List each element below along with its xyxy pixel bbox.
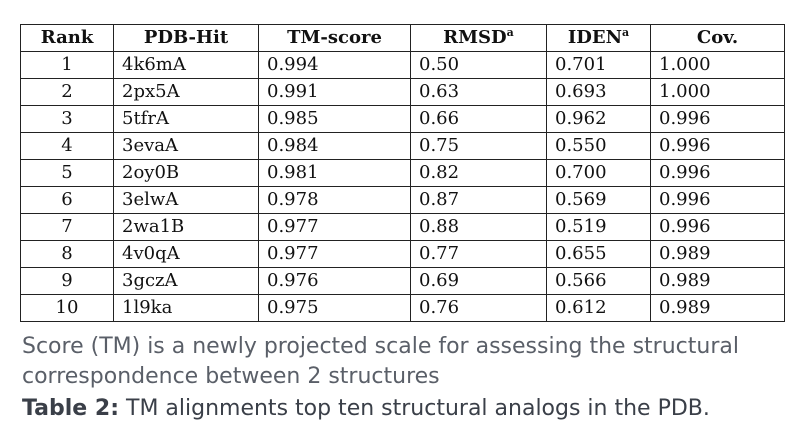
- cell-coverage: 0.996: [650, 159, 785, 187]
- cell-tm-score: 0.981: [258, 159, 411, 187]
- header-row: Rank PDB-Hit TM-score RMSDa IDENa Cov.: [20, 24, 785, 52]
- header-rank: Rank: [20, 24, 114, 52]
- cell-rmsd: 0.77: [410, 240, 547, 268]
- cell-iden: 0.569: [546, 186, 651, 214]
- cell-tm-score: 0.978: [258, 186, 411, 214]
- cell-iden: 0.701: [546, 51, 651, 79]
- cell-coverage: 0.996: [650, 132, 785, 160]
- cell-rmsd: 0.76: [410, 294, 547, 322]
- cell-rank: 7: [20, 213, 114, 241]
- table-row: 5 2oy0B 0.981 0.82 0.700 0.996: [20, 159, 785, 187]
- cell-tm-score: 0.975: [258, 294, 411, 322]
- cell-rank: 10: [20, 294, 114, 322]
- cell-rank: 4: [20, 132, 114, 160]
- cell-pdb-hit: 4v0qA: [113, 240, 259, 268]
- header-iden: IDENa: [546, 24, 651, 52]
- cell-tm-score: 0.994: [258, 51, 411, 79]
- cell-coverage: 0.996: [650, 213, 785, 241]
- table-row: 8 4v0qA 0.977 0.77 0.655 0.989: [20, 240, 785, 268]
- cell-rank: 3: [20, 105, 114, 133]
- cell-iden: 0.655: [546, 240, 651, 268]
- cell-coverage: 0.996: [650, 105, 785, 133]
- cell-rmsd: 0.63: [410, 78, 547, 106]
- table-body: 1 4k6mA 0.994 0.50 0.701 1.000 2 2px5A 0.991 0.63…: [20, 51, 785, 322]
- cell-iden: 0.566: [546, 267, 651, 295]
- cell-coverage: 1.000: [650, 78, 785, 106]
- cell-rmsd: 0.66: [410, 105, 547, 133]
- cell-pdb-hit: 3gczA: [113, 267, 259, 295]
- cell-rmsd: 0.88: [410, 213, 547, 241]
- cell-rank: 5: [20, 159, 114, 187]
- cell-iden: 0.612: [546, 294, 651, 322]
- cell-rmsd: 0.75: [410, 132, 547, 160]
- cell-coverage: 1.000: [650, 51, 785, 79]
- cell-tm-score: 0.977: [258, 240, 411, 268]
- cell-iden: 0.519: [546, 213, 651, 241]
- cell-iden: 0.693: [546, 78, 651, 106]
- cell-pdb-hit: 2wa1B: [113, 213, 259, 241]
- table-row: 7 2wa1B 0.977 0.88 0.519 0.996: [20, 213, 785, 241]
- cell-pdb-hit: 5tfrA: [113, 105, 259, 133]
- cell-pdb-hit: 4k6mA: [113, 51, 259, 79]
- cell-rank: 1: [20, 51, 114, 79]
- cell-pdb-hit: 2px5A: [113, 78, 259, 106]
- footnote-marker: a: [506, 26, 514, 39]
- cell-coverage: 0.989: [650, 267, 785, 295]
- cell-pdb-hit: 2oy0B: [113, 159, 259, 187]
- results-table-container: Rank PDB-Hit TM-score RMSDa IDENa Cov. 1…: [20, 24, 785, 322]
- cell-tm-score: 0.985: [258, 105, 411, 133]
- cell-rank: 2: [20, 78, 114, 106]
- table-row: 3 5tfrA 0.985 0.66 0.962 0.996: [20, 105, 785, 133]
- cell-tm-score: 0.977: [258, 213, 411, 241]
- cell-coverage: 0.996: [650, 186, 785, 214]
- cell-rank: 6: [20, 186, 114, 214]
- cell-coverage: 0.989: [650, 240, 785, 268]
- cell-tm-score: 0.984: [258, 132, 411, 160]
- cell-tm-score: 0.976: [258, 267, 411, 295]
- cell-coverage: 0.989: [650, 294, 785, 322]
- table-caption: Table 2: TM alignments top ten structura…: [22, 394, 792, 424]
- results-table: Rank PDB-Hit TM-score RMSDa IDENa Cov. 1…: [20, 24, 785, 322]
- cell-rank: 8: [20, 240, 114, 268]
- footnote-marker: a: [622, 26, 630, 39]
- header-pdb-hit: PDB-Hit: [113, 24, 259, 52]
- cell-iden: 0.962: [546, 105, 651, 133]
- table-row: 2 2px5A 0.991 0.63 0.693 1.000: [20, 78, 785, 106]
- cell-iden: 0.550: [546, 132, 651, 160]
- cell-iden: 0.700: [546, 159, 651, 187]
- cell-rmsd: 0.82: [410, 159, 547, 187]
- header-rmsd: RMSDa: [410, 24, 547, 52]
- table-row: 10 1l9ka 0.975 0.76 0.612 0.989: [20, 294, 785, 322]
- cell-rank: 9: [20, 267, 114, 295]
- cell-pdb-hit: 3evaA: [113, 132, 259, 160]
- table-row: 9 3gczA 0.976 0.69 0.566 0.989: [20, 267, 785, 295]
- table-row: 4 3evaA 0.984 0.75 0.550 0.996: [20, 132, 785, 160]
- table-row: 1 4k6mA 0.994 0.50 0.701 1.000: [20, 51, 785, 79]
- cell-rmsd: 0.50: [410, 51, 547, 79]
- header-coverage: Cov.: [650, 24, 785, 52]
- table-row: 6 3elwA 0.978 0.87 0.569 0.996: [20, 186, 785, 214]
- header-tm-score: TM-score: [258, 24, 411, 52]
- score-note: Score (TM) is a newly projected scale fo…: [22, 334, 739, 389]
- table-title: TM alignments top ten structural analogs…: [126, 396, 710, 421]
- cell-pdb-hit: 3elwA: [113, 186, 259, 214]
- cell-tm-score: 0.991: [258, 78, 411, 106]
- cell-pdb-hit: 1l9ka: [113, 294, 259, 322]
- cell-rmsd: 0.87: [410, 186, 547, 214]
- cell-rmsd: 0.69: [410, 267, 547, 295]
- table-label: Table 2:: [22, 396, 119, 421]
